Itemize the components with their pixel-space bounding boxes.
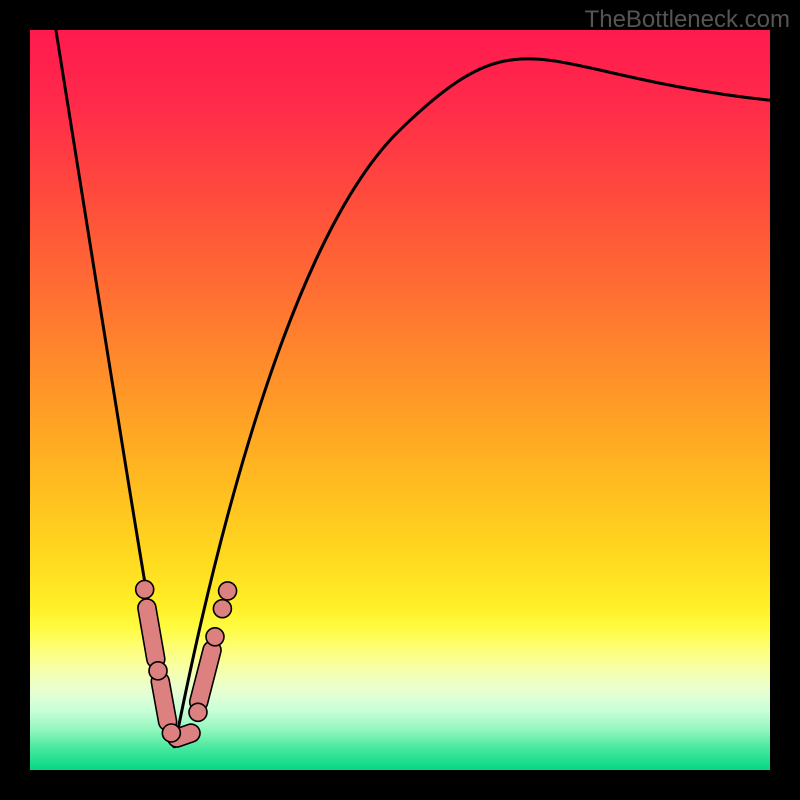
marker-circle: [213, 600, 231, 618]
marker-pill: [151, 672, 176, 730]
marker-circle: [136, 580, 154, 598]
plot-area: [30, 30, 770, 770]
curve-layer: [30, 30, 770, 770]
bottleneck-curve: [56, 30, 770, 748]
marker-circle: [206, 628, 224, 646]
marker-circle: [149, 662, 167, 680]
marker-circle: [189, 703, 207, 721]
marker-circle: [219, 582, 237, 600]
marker-circle: [162, 724, 180, 742]
data-markers: [136, 580, 237, 747]
watermark-text: TheBottleneck.com: [585, 6, 790, 34]
chart-root: TheBottleneck.com: [0, 0, 800, 800]
marker-pill: [138, 599, 165, 668]
